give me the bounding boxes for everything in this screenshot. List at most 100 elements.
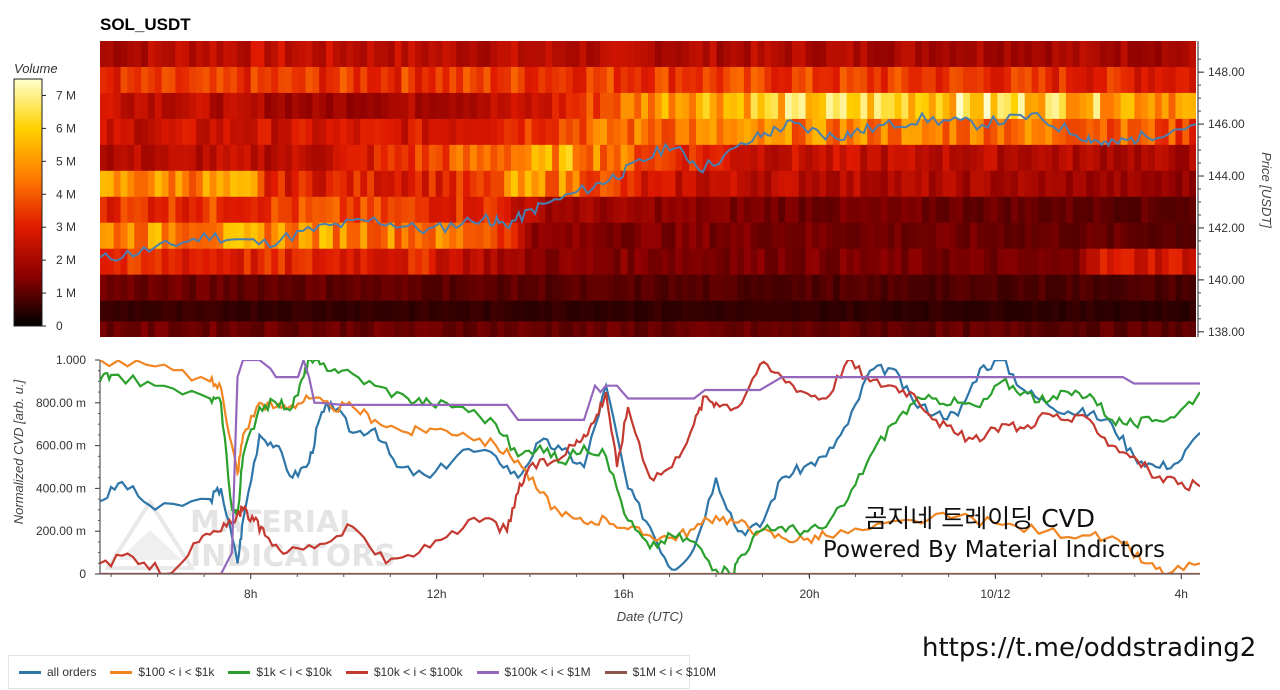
heatmap-cell [216,300,224,328]
heatmap-cell [901,248,909,276]
heatmap-cell [1113,196,1122,224]
heatmap-cell [723,196,731,224]
heatmap-cell [223,66,231,94]
heatmap-cell [456,196,464,224]
heatmap-cell [332,144,341,172]
heatmap-cell [1017,274,1026,302]
heatmap-cell [963,170,971,198]
heatmap-cell [942,300,950,328]
heatmap-cell [558,196,567,224]
legend-item[interactable]: $100 < i < $1k [110,665,214,679]
heatmap-cell [456,222,464,250]
heatmap-cell [764,274,772,302]
telegram-link[interactable]: https://t.me/oddstrading2 [922,633,1257,663]
heatmap-cell [579,66,587,94]
heatmap-cell [243,196,252,224]
heatmap-cell [1024,274,1033,302]
heatmap-cell [908,248,916,276]
heatmap-cell [942,196,950,224]
heatmap-cell [1086,196,1094,224]
heatmap-cell [956,196,964,224]
heatmap-cell [997,248,1005,276]
heatmap-cell [230,144,238,172]
heatmap-cell [634,41,642,68]
heatmap-cell [442,274,450,302]
heatmap-cell [627,170,635,198]
heatmap-cell [1113,144,1122,172]
heatmap-cell [339,222,348,250]
heatmap-cell [237,92,245,120]
heatmap-cell [675,118,683,146]
heatmap-cell [785,222,793,250]
heatmap-cell [1175,118,1183,146]
heatmap-cell [1038,144,1046,172]
heatmap-cell [1052,222,1060,250]
heatmap-cell [1024,92,1033,120]
heatmap-cell [771,196,779,224]
heatmap-cell [113,92,122,120]
heatmap-cell [305,274,313,302]
heatmap-cell [106,170,115,198]
heatmap-cell [319,170,327,198]
heatmap-cell [901,196,909,224]
heatmap-cell [860,170,868,198]
heatmap-cell [1175,66,1183,94]
heatmap-cell [531,274,539,302]
heatmap-cell [990,170,998,198]
heatmap-cell [1134,300,1142,328]
heatmap-cell [922,92,930,120]
heatmap-cell [867,222,875,250]
heatmap-cell [894,300,903,328]
heatmap-cell [394,196,402,224]
heatmap-cell [1045,144,1053,172]
legend-item[interactable]: $1k < i < $10k [228,665,332,679]
heatmap-cell [1113,92,1122,120]
heatmap-cell [1059,300,1067,328]
heatmap-cell [723,41,731,68]
heatmap-cell [887,196,896,224]
heatmap-cell [1031,41,1040,68]
heatmap-cell [511,144,519,172]
heatmap-cell [175,222,183,250]
heatmap-cell [798,144,807,172]
legend-item[interactable]: $100k < i < $1M [476,665,591,679]
heatmap-cell [141,300,149,328]
heatmap-cell [1017,66,1026,94]
heatmap-cell [1072,41,1081,68]
heatmap-cell [880,300,889,328]
heatmap-cell [257,170,265,198]
heatmap-cell [1168,92,1177,120]
heatmap-cell [750,66,759,94]
heatmap-cell [1072,118,1081,146]
legend-item[interactable]: $10k < i < $100k [345,665,463,679]
heatmap-cell [1182,66,1190,94]
heatmap-cell [257,41,265,68]
heatmap-cell [202,144,211,172]
heatmap-cell [387,321,396,337]
heatmap-cell [839,118,848,146]
heatmap-cell [922,274,930,302]
legend-item[interactable]: $1M < i < $10M [604,665,716,679]
heatmap-cell [490,248,498,276]
heatmap-cell [195,300,204,328]
heatmap-cell [1148,321,1156,337]
heatmap-cell [106,274,115,302]
heatmap-cell [805,41,813,68]
heatmap-cell [1017,248,1026,276]
heatmap-cell [421,41,430,68]
heatmap-cell [374,321,382,337]
legend-item[interactable]: all orders [19,665,96,679]
heatmap-cell [120,222,128,250]
heatmap-cell [778,274,786,302]
heatmap-cell [449,222,457,250]
heatmap-cell [805,321,813,337]
heatmap-cell [346,196,355,224]
heatmap-cell [600,300,608,328]
heatmap-cell [1141,118,1149,146]
heatmap-cell [579,41,587,68]
heatmap-cell [202,300,211,328]
heatmap-cell [716,321,724,337]
heatmap-cell [428,118,437,146]
heatmap-cell [339,300,348,328]
heatmap-cell [1004,118,1012,146]
